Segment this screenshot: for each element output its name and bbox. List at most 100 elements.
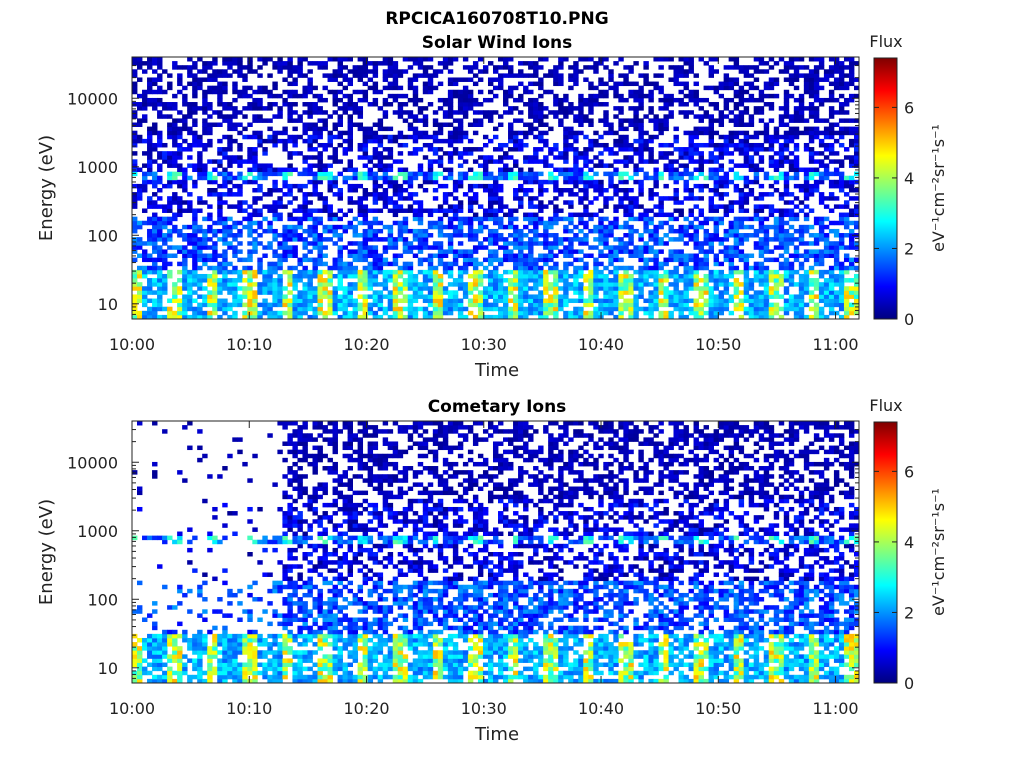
heatmap-cell	[447, 220, 454, 226]
heatmap-cell	[778, 253, 785, 258]
heatmap-cell	[548, 294, 554, 299]
heatmap-cell	[608, 228, 614, 234]
heatmap-cell	[292, 142, 298, 148]
heatmap-cell	[648, 118, 654, 123]
heatmap-cell	[738, 253, 745, 258]
heatmap-cell	[673, 278, 679, 283]
heatmap-cell	[272, 228, 278, 234]
heatmap-cell	[392, 134, 399, 140]
heatmap-cell	[783, 249, 790, 254]
heatmap-cell	[397, 130, 404, 136]
heatmap-cell	[628, 208, 634, 213]
heatmap-cell	[583, 102, 589, 107]
heatmap-cell	[367, 237, 374, 242]
heatmap-cell	[392, 286, 399, 291]
heatmap-cell	[407, 278, 414, 283]
heatmap-cell	[588, 102, 594, 107]
heatmap-cell	[407, 183, 414, 189]
heatmap-cell	[157, 77, 163, 82]
heatmap-cell	[578, 102, 584, 107]
heatmap-cell	[598, 261, 604, 267]
heatmap-cell	[197, 167, 203, 173]
heatmap-cell	[227, 290, 233, 295]
heatmap-cell	[783, 97, 790, 103]
heatmap-cell	[543, 106, 549, 111]
heatmap-cell	[307, 122, 313, 127]
heatmap-cell	[457, 253, 464, 258]
heatmap-cell	[317, 155, 323, 160]
heatmap-cell	[242, 278, 248, 283]
heatmap-cell	[593, 306, 599, 312]
heatmap-cell	[197, 200, 203, 205]
heatmap-cell	[412, 298, 419, 304]
heatmap-cell	[417, 261, 424, 267]
heatmap-cell	[698, 310, 704, 316]
heatmap-cell	[482, 114, 489, 119]
heatmap-cell	[432, 151, 439, 156]
heatmap-cell	[222, 89, 228, 95]
heatmap-cell	[132, 241, 138, 246]
heatmap-cell	[763, 273, 770, 279]
heatmap-cell	[708, 130, 714, 136]
heatmap-cell	[207, 224, 213, 230]
heatmap-cell	[192, 110, 198, 115]
heatmap-cell	[307, 179, 313, 185]
heatmap-cell	[688, 188, 694, 193]
heatmap-cell	[242, 286, 248, 291]
heatmap-cell	[508, 306, 514, 312]
heatmap-cell	[658, 310, 664, 316]
heatmap-cell	[182, 179, 188, 185]
heatmap-cell	[347, 81, 353, 87]
heatmap-cell	[177, 269, 183, 275]
heatmap-cell	[152, 282, 158, 287]
heatmap-cell	[618, 257, 624, 263]
heatmap-cell	[412, 151, 419, 156]
heatmap-cell	[613, 208, 619, 213]
heatmap-cell	[648, 310, 654, 316]
heatmap-cell	[332, 69, 338, 74]
heatmap-cell	[603, 57, 609, 62]
heatmap-cell	[312, 110, 318, 115]
heatmap-cell	[688, 282, 694, 287]
heatmap-cell	[362, 89, 369, 95]
heatmap-cell	[573, 73, 579, 78]
heatmap-cell	[663, 97, 669, 103]
heatmap-cell	[698, 306, 704, 312]
heatmap-cell	[287, 314, 293, 320]
heatmap-cell	[763, 298, 770, 304]
heatmap-cell	[262, 286, 268, 291]
heatmap-cell	[157, 282, 163, 287]
heatmap-cell	[743, 200, 750, 205]
heatmap-cell	[362, 138, 369, 144]
heatmap-cell	[442, 310, 449, 316]
heatmap-cell	[758, 298, 765, 304]
heatmap-cell	[217, 314, 223, 320]
heatmap-cell	[317, 134, 323, 140]
heatmap-cell	[247, 282, 253, 287]
heatmap-cell	[307, 273, 313, 279]
heatmap-cell	[758, 253, 765, 258]
heatmap-cell	[738, 302, 745, 308]
heatmap-cell	[212, 241, 218, 246]
heatmap-cell	[538, 302, 544, 308]
heatmap-cell	[177, 171, 183, 177]
heatmap-cell	[312, 179, 318, 185]
heatmap-cell	[513, 294, 519, 299]
heatmap-cell	[332, 310, 338, 316]
heatmap-cell	[583, 147, 589, 152]
heatmap-cell	[172, 286, 178, 291]
heatmap-cell	[247, 212, 253, 218]
heatmap-cell	[583, 241, 589, 246]
heatmap-cell	[728, 265, 735, 271]
heatmap-cell	[377, 159, 384, 164]
heatmap-cell	[733, 233, 740, 238]
heatmap-cell	[668, 167, 674, 173]
heatmap-cell	[518, 310, 524, 316]
heatmap-cell	[743, 138, 750, 144]
heatmap-cell	[272, 61, 278, 66]
heatmap-cell	[623, 73, 629, 78]
heatmap-cell	[332, 302, 338, 308]
heatmap-cell	[207, 77, 213, 82]
heatmap-cell	[327, 142, 333, 148]
heatmap-cell	[588, 81, 594, 87]
